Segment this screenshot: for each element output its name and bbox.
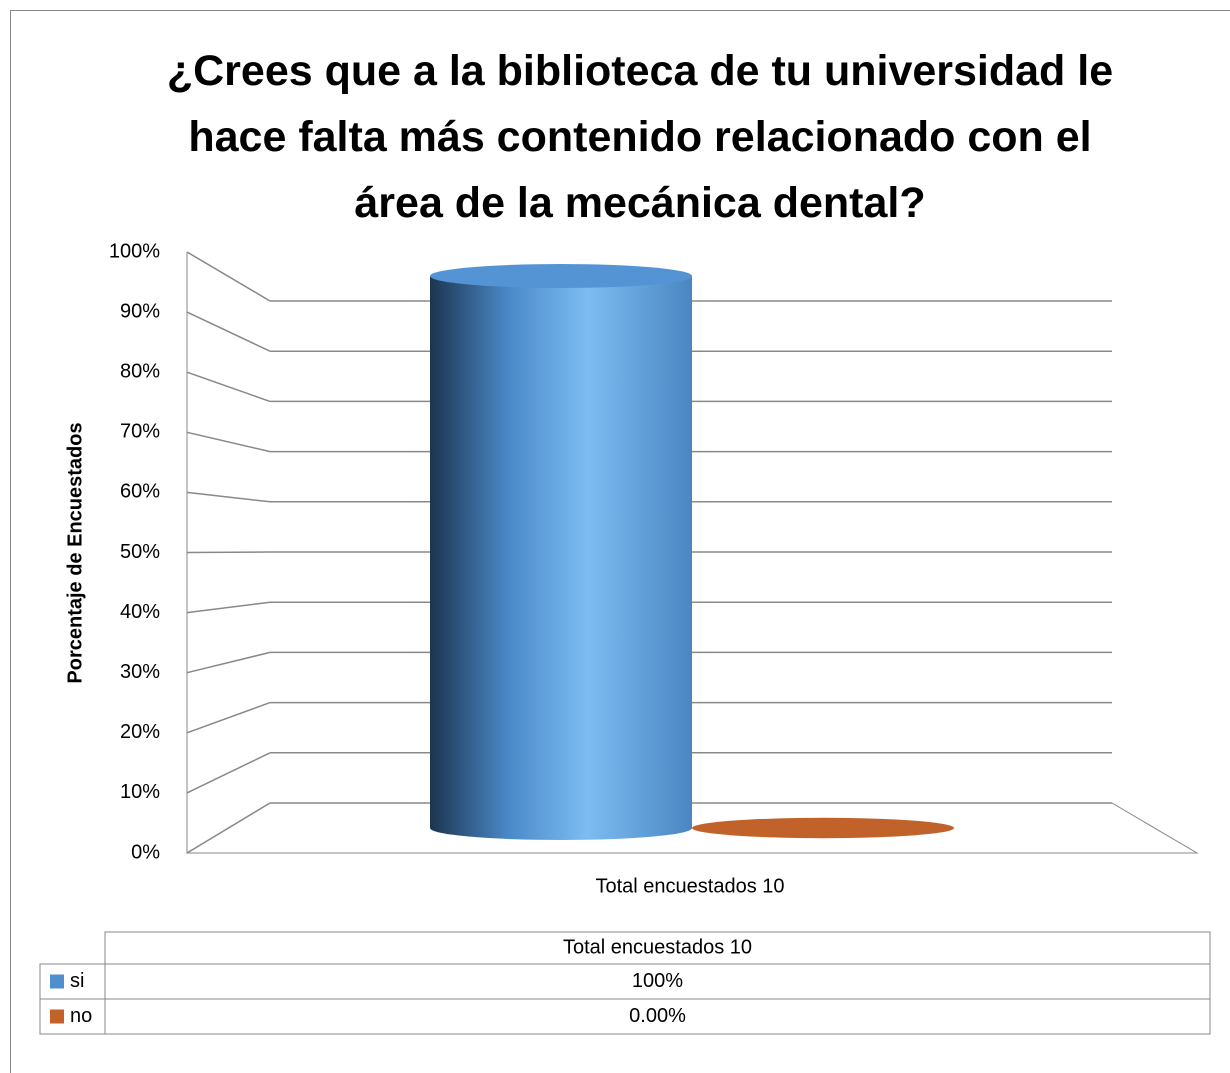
y-tick-label: 70% xyxy=(120,421,160,443)
legend-swatch xyxy=(50,1009,64,1024)
y-tick-label: 90% xyxy=(120,300,160,322)
grid-line-side xyxy=(186,551,271,554)
grid-line-side xyxy=(186,431,271,453)
y-tick-label: 60% xyxy=(120,481,160,503)
table-value: 100% xyxy=(632,970,683,992)
y-tick-label: 40% xyxy=(120,601,160,623)
table-value: 0.00% xyxy=(629,1005,686,1027)
chart-border xyxy=(10,10,1230,1073)
bar xyxy=(430,264,692,840)
bar-part xyxy=(430,264,692,288)
y-axis-label: Porcentaje de Encuestados xyxy=(64,422,86,683)
grid-line-side xyxy=(186,651,271,674)
y-tick-label: 100% xyxy=(109,240,160,262)
bar-part xyxy=(430,276,692,840)
chart-title: ¿Crees que a la biblioteca de tu univers… xyxy=(166,47,1114,227)
legend-label: no xyxy=(70,1005,92,1027)
grid-line-side xyxy=(186,601,271,614)
grid-line-side xyxy=(186,802,271,854)
y-tick-label: 0% xyxy=(131,841,160,863)
y-tick-label: 80% xyxy=(120,360,160,382)
legend-label: si xyxy=(70,970,84,992)
grid-line-side xyxy=(186,491,271,503)
y-tick-label: 30% xyxy=(120,661,160,683)
grid-line-side xyxy=(186,311,271,352)
table-header: Total encuestados 10 xyxy=(563,936,752,958)
grid-line-side xyxy=(186,371,271,403)
bar xyxy=(692,817,954,839)
y-tick-label: 20% xyxy=(120,721,160,743)
grid-line-side xyxy=(186,701,271,734)
y-tick-label: 50% xyxy=(120,541,160,563)
y-tick-label: 10% xyxy=(120,781,160,803)
grid-line-side xyxy=(186,251,271,302)
x-tick-label: Total encuestados 10 xyxy=(595,875,784,897)
grid-line-side xyxy=(186,752,271,794)
bar-part xyxy=(692,817,954,839)
legend-swatch xyxy=(50,974,64,989)
